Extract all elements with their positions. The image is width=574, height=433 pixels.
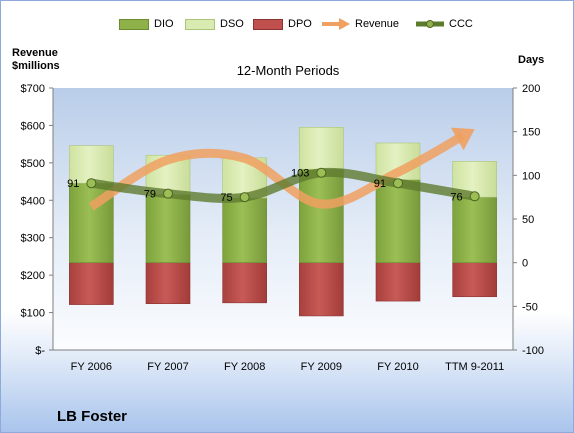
ccc-point bbox=[239, 192, 250, 203]
ccc-line bbox=[86, 167, 480, 203]
plot-area bbox=[53, 88, 513, 350]
legend-dpo-label: DPO bbox=[288, 18, 312, 30]
chart-title: 12-Month Periods bbox=[236, 63, 340, 78]
right-axis-tick-label: -100 bbox=[522, 345, 544, 357]
right-axis-title: Days bbox=[518, 54, 545, 66]
bar-dio bbox=[452, 196, 497, 263]
right-axis-tick-label: 50 bbox=[522, 214, 534, 226]
company-name: LB Foster bbox=[57, 408, 128, 425]
ccc-point bbox=[163, 188, 173, 199]
legend-ccc-label: CCC bbox=[449, 18, 473, 30]
bar-dio bbox=[299, 168, 344, 263]
left-axis-tick-label: $400 bbox=[21, 195, 45, 207]
ccc-data-label: 103 bbox=[291, 168, 309, 180]
legend: DIO DSO DPO Revenue CCC bbox=[1, 18, 573, 34]
legend-dpo-swatch bbox=[253, 18, 283, 30]
bar-dpo bbox=[222, 262, 267, 304]
legend-ccc: CCC bbox=[415, 18, 473, 30]
ccc-point bbox=[393, 178, 403, 189]
legend-dio-swatch bbox=[119, 18, 149, 30]
left-axis-title: Revenue $millions bbox=[12, 47, 60, 73]
bar-dpo bbox=[69, 262, 114, 305]
revenue-arrowhead bbox=[450, 127, 475, 151]
bar-dio bbox=[222, 197, 267, 263]
legend-ccc-line-icon bbox=[416, 20, 444, 28]
ccc-data-label: 91 bbox=[374, 178, 386, 190]
ccc-point bbox=[316, 167, 327, 178]
legend-dso-label: DSO bbox=[220, 18, 244, 30]
ccc-data-label: 91 bbox=[67, 178, 79, 190]
right-axis-tick-label: 0 bbox=[522, 258, 528, 270]
left-axis-tick-label: $700 bbox=[21, 83, 45, 95]
left-axis-tick-label: $200 bbox=[21, 270, 45, 282]
legend-dso: DSO bbox=[185, 18, 244, 30]
ccc-data-label: 75 bbox=[220, 192, 232, 204]
right-axis-tick-label: -50 bbox=[522, 301, 538, 313]
bar-dpo bbox=[452, 262, 497, 298]
left-axis-tick-label: $- bbox=[35, 345, 45, 357]
legend-dpo: DPO bbox=[253, 18, 312, 30]
x-axis-category-label: FY 2009 bbox=[301, 361, 342, 373]
left-axis-tick-label: $300 bbox=[21, 233, 45, 245]
right-axis-tick-label: 200 bbox=[522, 83, 540, 95]
bar-dso bbox=[299, 127, 344, 170]
legend-revenue-label: Revenue bbox=[355, 18, 400, 30]
left-axis-tick-label: $100 bbox=[21, 308, 45, 320]
left-axis-tick-label: $600 bbox=[21, 120, 45, 132]
right-axis-tick-label: 100 bbox=[522, 170, 540, 182]
bar-dso bbox=[69, 145, 114, 184]
bar-dio bbox=[145, 194, 191, 263]
left-axis-tick-label: $500 bbox=[21, 158, 45, 170]
legend-dso-swatch bbox=[185, 18, 215, 30]
ccc-point bbox=[469, 191, 480, 202]
legend-revenue: Revenue bbox=[321, 18, 399, 30]
legend-dio: DIO bbox=[119, 18, 174, 30]
bar-dpo bbox=[145, 262, 191, 305]
bar-dio bbox=[375, 179, 421, 263]
legend-revenue-arrow-icon bbox=[322, 18, 350, 30]
left-axis-title-line2: $millions bbox=[12, 60, 60, 72]
right-axis-tick-label: 150 bbox=[522, 127, 540, 139]
x-axis-category-label: TTM 9-2011 bbox=[445, 361, 504, 373]
x-axis-category-label: FY 2010 bbox=[377, 361, 418, 373]
x-axis-category-label: FY 2007 bbox=[147, 361, 188, 373]
legend-dio-label: DIO bbox=[154, 18, 174, 30]
ccc-data-label: 79 bbox=[144, 189, 156, 201]
bar-dpo bbox=[299, 262, 344, 317]
ccc-point bbox=[86, 178, 97, 189]
left-axis-title-line1: Revenue bbox=[12, 47, 58, 59]
x-axis-category-label: FY 2006 bbox=[71, 361, 112, 373]
ccc-data-label: 76 bbox=[450, 191, 462, 203]
bar-dpo bbox=[375, 262, 421, 302]
x-axis-category-label: FY 2008 bbox=[224, 361, 265, 373]
